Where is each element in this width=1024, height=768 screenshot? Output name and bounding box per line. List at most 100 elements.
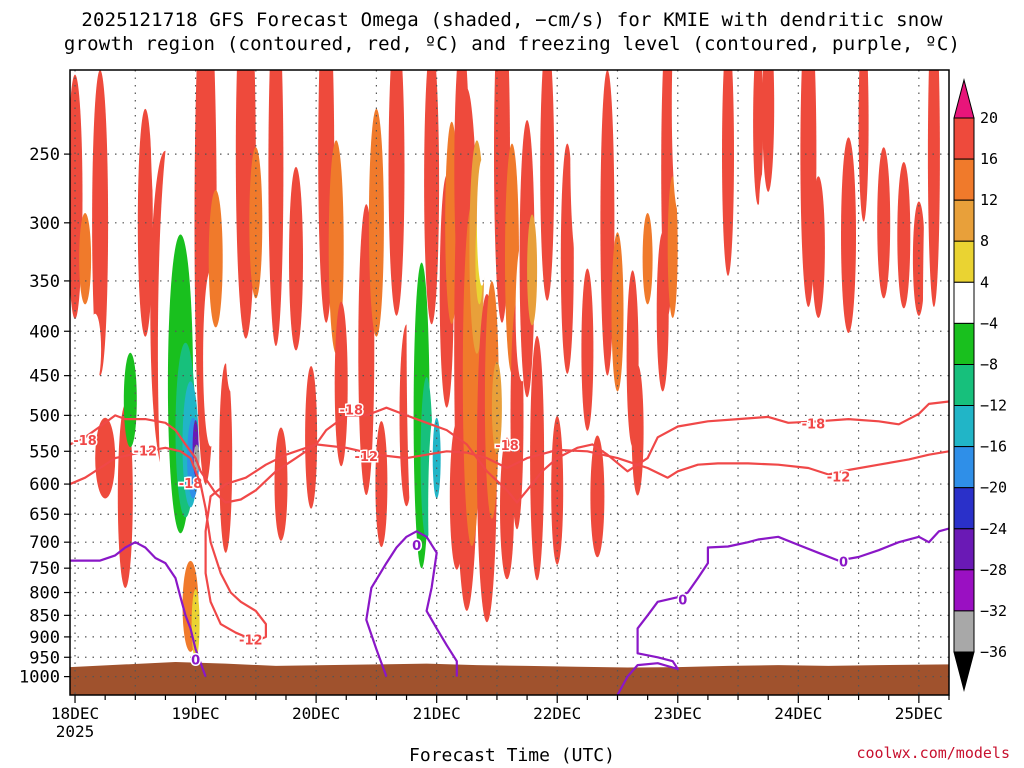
omega-cell	[841, 137, 856, 333]
colorbar-bin	[953, 199, 975, 242]
colorbar-label: −28	[980, 561, 1007, 579]
omega-cell	[590, 435, 605, 558]
contour-label: -12	[355, 450, 379, 465]
contour-label: 0	[412, 539, 421, 554]
colorbar-label: −20	[980, 479, 1007, 497]
contour-line	[365, 530, 458, 677]
colorbar-label: −16	[980, 438, 1007, 456]
omega-cell	[143, 424, 157, 581]
y-tick-label: 750	[29, 559, 60, 579]
y-tick-label: 650	[29, 505, 60, 525]
omega-cell	[368, 108, 384, 337]
y-tick-label: 800	[29, 584, 60, 604]
colorbar-label: −8	[980, 356, 998, 374]
y-tick-label: 700	[29, 533, 60, 553]
omega-cell	[249, 147, 263, 299]
omega-cell	[123, 352, 137, 448]
omega-cell	[305, 366, 318, 509]
omega-cell	[344, 118, 359, 302]
y-tick-label: 950	[29, 648, 60, 668]
colorbar-bin	[953, 405, 975, 448]
contour-line	[616, 527, 949, 695]
contour-label: -18	[802, 418, 826, 433]
colorbar-label: 16	[980, 150, 998, 168]
terrain	[70, 662, 949, 695]
contour-label: 0	[191, 653, 200, 668]
chart-title-line-1: 2025121718 GFS Forecast Omega (shaded, −…	[81, 9, 943, 31]
contour-label: -18	[179, 477, 203, 492]
omega-cell	[530, 335, 545, 581]
omega-cell	[888, 70, 899, 222]
omega-cell	[500, 437, 514, 580]
colorbar-bin	[953, 240, 975, 283]
omega-cell	[85, 558, 96, 608]
omega-cell	[581, 268, 594, 431]
x-tick-label: 18DEC	[51, 704, 99, 723]
omega-cell	[738, 70, 749, 210]
omega-cell	[388, 70, 405, 316]
omega-cell	[289, 166, 303, 351]
colorbar-bottom-arrow	[953, 651, 975, 692]
colorbar-label: 12	[980, 191, 998, 209]
omega-cell	[621, 131, 634, 289]
omega-cell	[904, 304, 913, 395]
colorbar-bin	[953, 281, 975, 324]
omega-cell	[328, 140, 344, 354]
contour-label: -18	[340, 403, 364, 418]
omega-cell	[631, 364, 644, 496]
omega-cell	[208, 190, 223, 328]
omega-cell	[934, 408, 944, 560]
omega-cell	[922, 405, 935, 525]
colorbar-label: −12	[980, 397, 1007, 415]
omega-cell	[89, 313, 102, 386]
contour-line	[70, 443, 949, 643]
colorbar-bin	[953, 569, 975, 612]
omega-cell	[897, 162, 911, 309]
contour-label: -12	[827, 471, 851, 486]
omega-cell	[671, 70, 684, 210]
x-axis-label: Forecast Time (UTC)	[409, 745, 615, 766]
x-tick-label: 19DEC	[171, 704, 219, 723]
colorbar-label: −36	[980, 643, 1007, 661]
y-tick-label: 850	[29, 606, 60, 626]
colorbar-bin	[953, 322, 975, 365]
omega-cell	[527, 214, 538, 326]
omega-cell	[117, 404, 133, 588]
omega-cell	[432, 417, 441, 499]
omega-cell	[712, 190, 723, 328]
colorbar-bin	[953, 487, 975, 530]
omega-cell	[927, 70, 940, 307]
credit-link[interactable]: coolwx.com/models	[856, 744, 1010, 762]
omega-cell	[863, 203, 874, 337]
colorbar-label: 8	[980, 232, 989, 250]
omega-cell	[793, 405, 803, 525]
contour-label: -18	[73, 434, 97, 449]
y-tick-label: 350	[29, 272, 60, 292]
y-tick-label: 250	[29, 145, 60, 165]
colorbar-label: −4	[980, 314, 998, 332]
omega-cell	[722, 70, 734, 276]
omega-cell	[762, 70, 775, 192]
x-tick-label: 23DEC	[654, 704, 702, 723]
omega-cell	[781, 96, 796, 350]
colorbar-label: −24	[980, 520, 1007, 538]
y-tick-label: 900	[29, 628, 60, 648]
x-tick-sublabel: 2025	[56, 722, 95, 741]
omega-cell	[235, 70, 256, 339]
colorbar-label: 20	[980, 109, 998, 127]
contour-label: -12	[134, 445, 158, 460]
contour-label: -18	[495, 439, 519, 454]
omega-cell	[476, 159, 487, 286]
omega-cell	[743, 295, 754, 404]
colorbar-bin	[953, 364, 975, 407]
chart-title-line-2: growth region (contoured, red, ºC) and f…	[63, 33, 961, 55]
omega-cell	[375, 421, 388, 548]
omega-cell	[642, 213, 653, 305]
omega-cell	[858, 70, 869, 222]
omega-cell	[424, 70, 440, 325]
omega-cell	[753, 70, 764, 205]
omega-cell	[560, 143, 574, 374]
contour-line	[70, 400, 949, 504]
omega-cell	[677, 172, 688, 274]
